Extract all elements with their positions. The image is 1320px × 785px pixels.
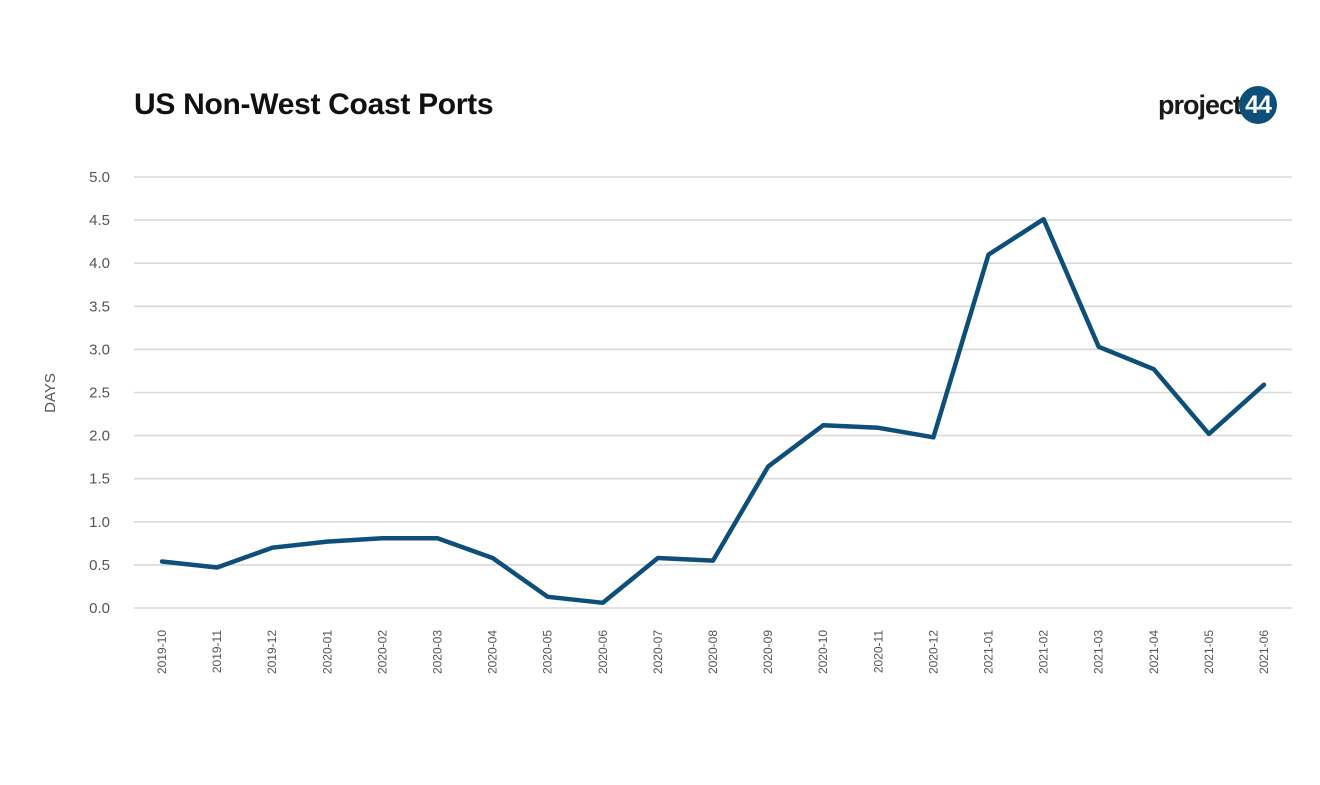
y-tick-label: 0.0 [89,600,110,617]
x-tick-label: 2020-03 [431,630,445,674]
logo-wordmark: project [1158,89,1242,120]
y-tick-label: 4.5 [89,212,110,229]
y-tick-label: 2.5 [89,385,110,402]
x-tick-label: 2020-10 [816,630,830,674]
x-tick-label: 2019-12 [265,630,279,674]
y-tick-label: 1.0 [89,514,110,531]
y-axis-ticks: 0.0 0.5 1.0 1.5 2.0 2.5 3.0 3.5 4.0 4.5 5.0 [89,169,110,617]
x-tick-label: 2019-10 [155,630,169,674]
x-tick-label: 2020-01 [320,630,334,674]
x-tick-label: 2020-11 [871,630,885,673]
x-tick-label: 2020-08 [706,630,720,674]
x-tick-label: 2019-11 [210,630,224,673]
logo-number-badge: 44 [1239,86,1278,124]
x-tick-label: 2020-04 [486,630,500,674]
y-tick-label: 1.5 [89,471,110,488]
x-tick-label: 2021-04 [1147,630,1161,674]
y-tick-label: 0.5 [89,557,110,574]
y-tick-label: 5.0 [89,169,110,186]
x-tick-label: 2021-02 [1037,630,1051,674]
chart-title: US Non-West Coast Ports [134,88,494,121]
gridlines [134,176,1292,609]
x-tick-label: 2020-09 [761,630,775,674]
y-tick-label: 3.5 [89,298,110,315]
x-tick-label: 2020-12 [926,630,940,674]
y-tick-label: 4.0 [89,255,110,272]
y-tick-label: 2.0 [89,428,110,445]
x-tick-label: 2020-06 [596,630,610,674]
series-group [159,216,1267,606]
x-tick-label: 2021-05 [1202,630,1216,674]
x-tick-label: 2021-03 [1092,630,1106,674]
y-tick-label: 3.0 [89,341,110,358]
x-tick-label: 2021-06 [1257,630,1271,674]
x-tick-label: 2020-05 [541,630,555,674]
x-axis-ticks: 2019-10 2019-11 2019-12 2020-01 2020-02 2020-… [155,630,1271,674]
project44-logo: project 44 [1158,86,1278,124]
x-tick-label: 2021-01 [982,630,996,674]
y-axis-label: DAYS [42,373,59,413]
x-tick-label: 2020-07 [651,630,665,674]
x-tick-label: 2020-02 [375,630,389,674]
series-line [159,216,1267,606]
